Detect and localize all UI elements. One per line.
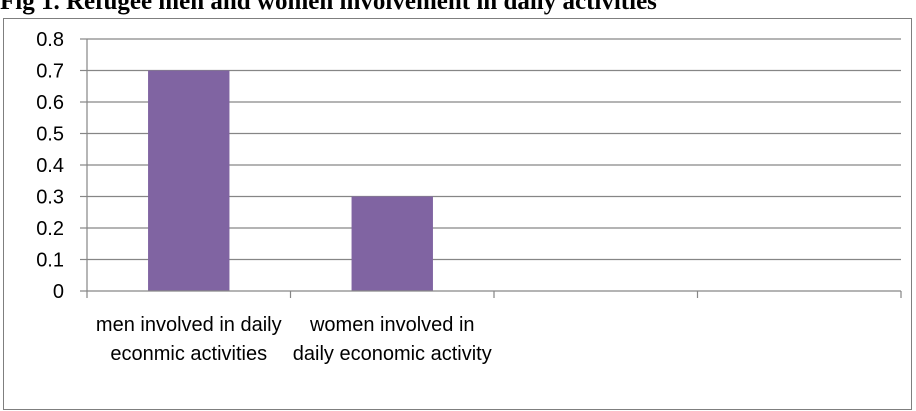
x-category-label: women involved in daily economic activit… — [292, 314, 492, 365]
y-tick-label: 0 — [53, 281, 64, 303]
figure-title: Fig 1. Refugee men and women involvement… — [0, 0, 657, 15]
y-tick-label: 0.2 — [36, 218, 64, 240]
bar-chart: 0 0.1 0.2 0.3 0.4 0.5 0.6 0.7 0.8 — [36, 29, 902, 303]
bar — [351, 196, 433, 291]
y-tick-label: 0.7 — [36, 61, 64, 83]
y-tick-label: 0.1 — [36, 250, 64, 272]
bar — [148, 70, 230, 291]
y-tick-label: 0.8 — [36, 29, 64, 51]
chart-frame: 0 0.1 0.2 0.3 0.4 0.5 0.6 0.7 0.8 men involved i… — [3, 18, 912, 410]
y-tick-label: 0.4 — [36, 155, 64, 177]
y-tick-label: 0.6 — [36, 92, 64, 114]
y-tick-label: 0.5 — [36, 124, 64, 146]
y-tick-label: 0.3 — [36, 187, 64, 209]
x-category-label: men involved in daily econmic activities — [95, 314, 282, 365]
